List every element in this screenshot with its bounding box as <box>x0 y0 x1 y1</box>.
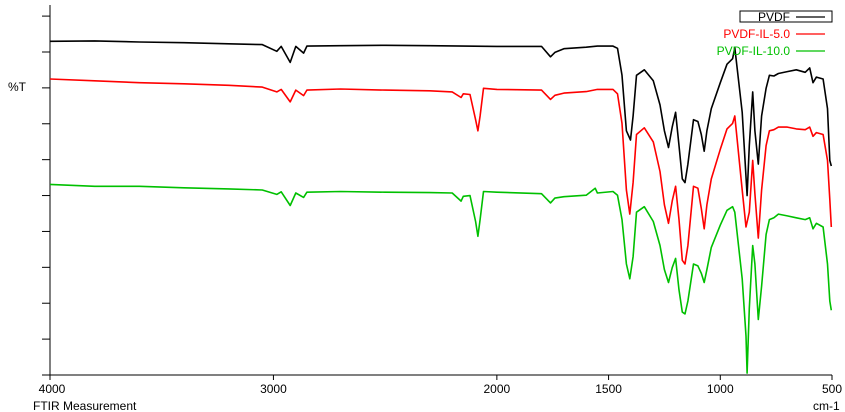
y-ticks <box>42 15 50 376</box>
x-ticks: 4000 3000 2000 1500 1000 500 <box>39 375 842 396</box>
x-tick-label: 3000 <box>260 382 287 396</box>
legend-label-pvdf-il-10: PVDF-IL-10.0 <box>717 44 791 58</box>
legend-entry-pvdf-il-10: PVDF-IL-10.0 <box>717 44 825 58</box>
legend-entry-pvdf: PVDF <box>758 10 825 24</box>
x-tick-label: 500 <box>822 382 842 396</box>
y-axis-label: %T <box>8 80 27 94</box>
x-tick-label: 4000 <box>39 382 66 396</box>
series-line-pvdf <box>49 40 833 197</box>
plot-frame <box>49 5 832 376</box>
series-line-pvdf-il-5-0 <box>49 78 833 265</box>
x-axis-unit: cm-1 <box>813 399 840 412</box>
legend-label-pvdf: PVDF <box>758 10 790 24</box>
series-layer <box>49 40 833 374</box>
series-line-pvdf-il-10-0 <box>49 183 833 374</box>
x-axis-label: FTIR Measurement <box>33 399 137 412</box>
x-tick-label: 1500 <box>595 382 622 396</box>
legend: PVDF PVDF-IL-5.0 PVDF-IL-10.0 <box>717 10 833 58</box>
legend-box <box>739 10 833 23</box>
legend-entry-pvdf-il-5: PVDF-IL-5.0 <box>723 27 825 41</box>
x-tick-label: 1000 <box>707 382 734 396</box>
legend-label-pvdf-il-5: PVDF-IL-5.0 <box>723 27 790 41</box>
x-tick-label: 2000 <box>484 382 511 396</box>
